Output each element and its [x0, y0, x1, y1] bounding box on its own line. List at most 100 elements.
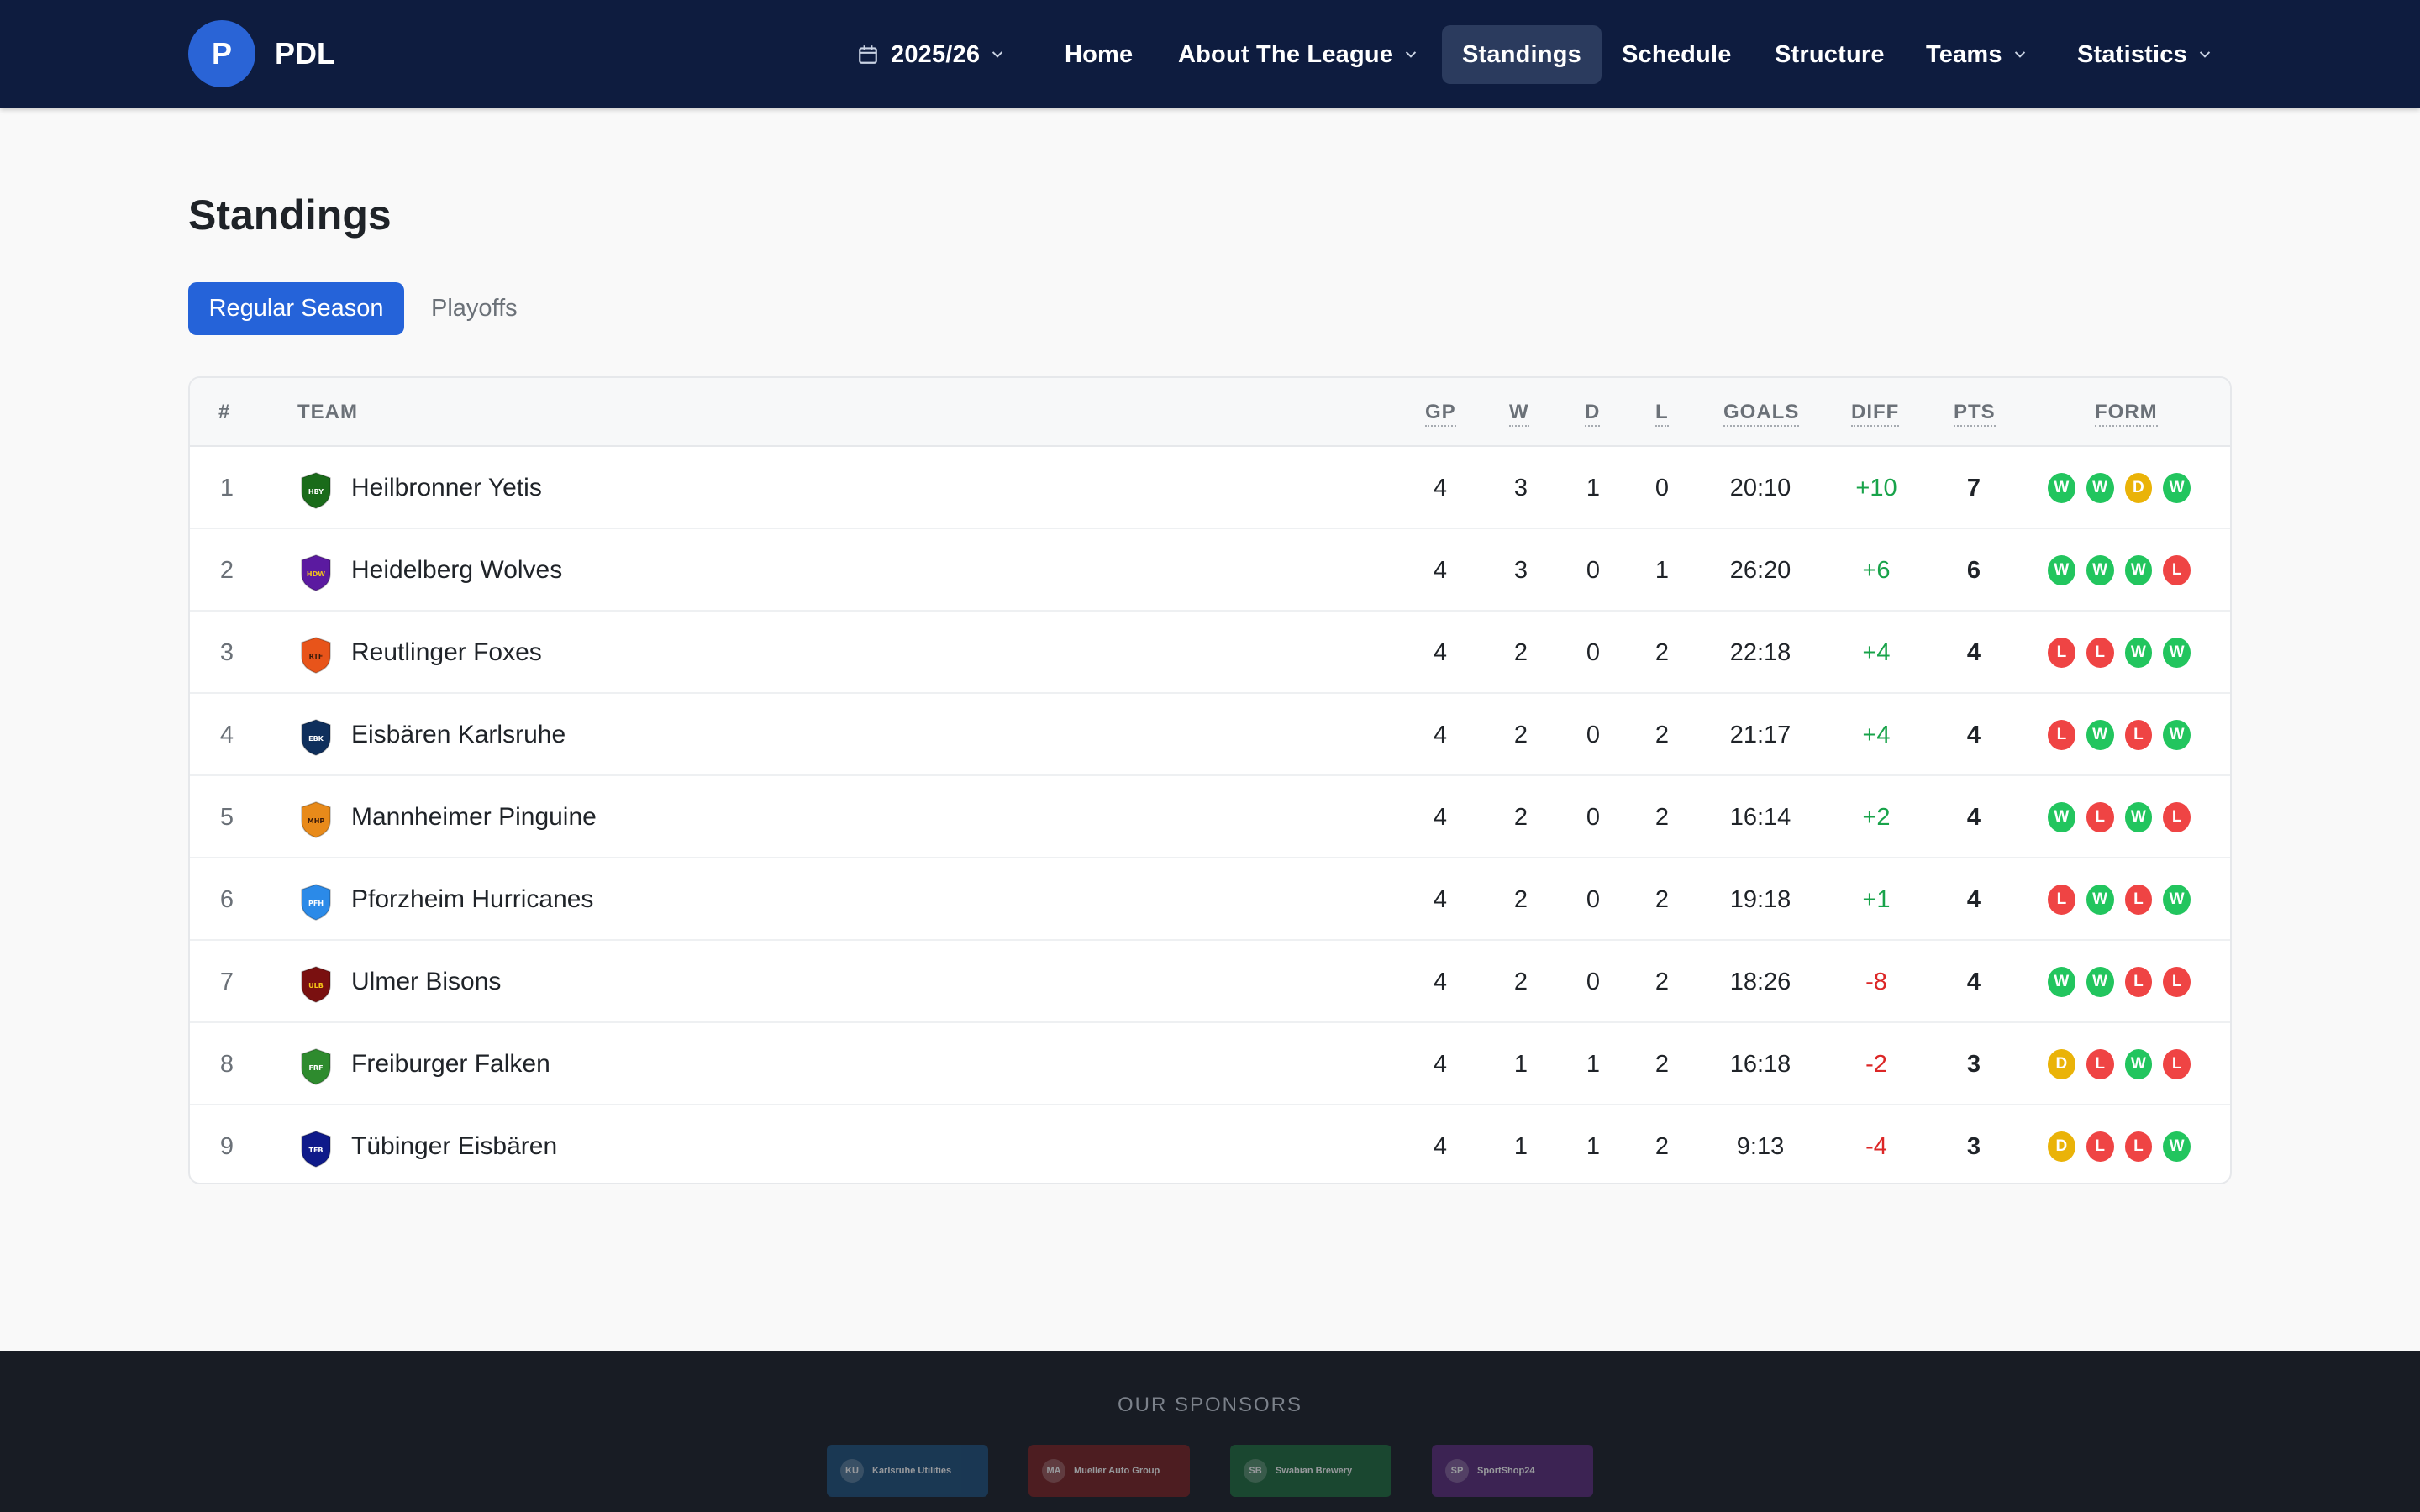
team-crest-abbr: PFH — [308, 900, 324, 907]
table-row[interactable]: 2 HDW Heidelberg Wolves 4 3 0 1 26:20 +6 6 W W W L — [190, 529, 2230, 612]
header-gp[interactable]: GP — [1425, 400, 1456, 427]
team-name[interactable]: Tübinger Eisbären — [351, 1132, 558, 1160]
rank-cell: 1 — [219, 474, 234, 501]
sponsor-logo[interactable]: KU Karlsruhe Utilities — [827, 1445, 988, 1497]
diff-cell: +2 — [1862, 803, 1891, 831]
nav-structure[interactable]: Structure — [1754, 25, 1905, 84]
header-d[interactable]: D — [1585, 400, 1601, 427]
form-badge: W — [2086, 555, 2114, 585]
header-w[interactable]: W — [1509, 400, 1529, 427]
logo-badge[interactable]: P — [188, 20, 255, 87]
w-cell: 2 — [1513, 968, 1528, 995]
w-cell: 3 — [1513, 474, 1528, 501]
form-badge: W — [2048, 473, 2075, 503]
form-badge: L — [2163, 555, 2191, 585]
page-title: Standings — [188, 192, 392, 239]
table-row[interactable]: 6 PFH Pforzheim Hurricanes 4 2 0 2 19:18 +1 4 L W… — [190, 858, 2230, 941]
standings-table: # TEAM GP W D L GOALS DIFF PTS FORM 1 HB… — [188, 376, 2232, 1184]
team-crest-abbr: HBY — [308, 488, 324, 496]
team-name[interactable]: Pforzheim Hurricanes — [351, 885, 594, 913]
goals-cell: 20:10 — [1729, 474, 1791, 501]
nav-standings[interactable]: Standings — [1442, 25, 1602, 84]
l-cell: 2 — [1655, 1132, 1670, 1160]
team-name[interactable]: Eisbären Karlsruhe — [351, 721, 566, 748]
table-row[interactable]: 4 EBK Eisbären Karlsruhe 4 2 0 2 21:17 +4 4 L W L W — [190, 694, 2230, 776]
rank-cell: 8 — [219, 1050, 234, 1078]
w-cell: 1 — [1513, 1132, 1528, 1160]
team-name[interactable]: Heilbronner Yetis — [351, 474, 542, 501]
pts-cell: 7 — [1966, 474, 1981, 501]
form-badge: L — [2086, 638, 2114, 668]
goals-cell: 9:13 — [1736, 1132, 1785, 1160]
diff-cell: -8 — [1865, 968, 1887, 995]
table-row[interactable]: 7 ULB Ulmer Bisons 4 2 0 2 18:26 -8 4 W W L L — [190, 941, 2230, 1023]
team-name[interactable]: Mannheimer Pinguine — [351, 803, 597, 831]
d-cell: 1 — [1586, 1132, 1601, 1160]
season-selector[interactable]: 2025/26 — [837, 25, 1023, 84]
form-badge: L — [2163, 967, 2191, 997]
sponsor-name: Swabian Brewery — [1276, 1466, 1353, 1476]
logo-text[interactable]: PDL — [275, 36, 335, 71]
team-crest-icon: PFH — [301, 884, 331, 921]
form-badge: W — [2163, 885, 2191, 915]
nav-teams[interactable]: Teams — [1906, 25, 2046, 84]
form-badge: W — [2086, 720, 2114, 750]
pts-cell: 4 — [1966, 968, 1981, 995]
form-badge: W — [2048, 802, 2075, 832]
tab-regular-season[interactable]: Regular Season — [188, 282, 404, 335]
header-l[interactable]: L — [1655, 400, 1669, 427]
nav-statistics[interactable]: Statistics — [2057, 25, 2231, 84]
header-pts[interactable]: PTS — [1954, 400, 1996, 427]
team-name[interactable]: Ulmer Bisons — [351, 968, 502, 995]
tab-playoffs[interactable]: Playoffs — [431, 295, 518, 322]
nav-home[interactable]: Home — [1044, 25, 1153, 84]
nav-home-label: Home — [1065, 40, 1134, 68]
form-badge: W — [2048, 967, 2075, 997]
sponsor-name: SportShop24 — [1477, 1466, 1535, 1476]
nav-about-the-league[interactable]: About The League — [1158, 25, 1437, 84]
table-row[interactable]: 3 RTF Reutlinger Foxes 4 2 0 2 22:18 +4 4 L L W W — [190, 612, 2230, 694]
diff-cell: +10 — [1855, 474, 1897, 501]
header-goals[interactable]: GOALS — [1723, 400, 1800, 427]
team-crest-icon: TEB — [301, 1131, 331, 1168]
table-row[interactable]: 8 FRF Freiburger Falken 4 1 1 2 16:18 -2 3 D L W L — [190, 1023, 2230, 1105]
team-name[interactable]: Freiburger Falken — [351, 1050, 550, 1078]
chevron-down-icon — [1405, 49, 1417, 60]
pts-cell: 4 — [1966, 803, 1981, 831]
sponsor-logo[interactable]: SB Swabian Brewery — [1230, 1445, 1392, 1497]
form-badge: W — [2124, 555, 2153, 585]
table-row[interactable]: 9 TEB Tübinger Eisbären 4 1 1 2 9:13 -4 3 D L L W — [190, 1105, 2230, 1183]
team-name[interactable]: Reutlinger Foxes — [351, 638, 542, 666]
d-cell: 0 — [1586, 638, 1601, 666]
pts-cell: 6 — [1966, 556, 1981, 584]
season-label: 2025/26 — [891, 40, 981, 68]
diff-cell: +4 — [1862, 721, 1891, 748]
w-cell: 2 — [1513, 721, 1528, 748]
goals-cell: 18:26 — [1729, 968, 1791, 995]
table-row[interactable]: 5 MHP Mannheimer Pinguine 4 2 0 2 16:14 +2 4 W L W… — [190, 776, 2230, 858]
table-row[interactable]: 1 HBY Heilbronner Yetis 4 3 1 0 20:10 +10 7 W W D W — [190, 447, 2230, 529]
form-badge: W — [2086, 967, 2114, 997]
rank-cell: 6 — [219, 885, 234, 913]
team-crest-icon: FRF — [301, 1048, 331, 1085]
nav-schedule[interactable]: Schedule — [1602, 25, 1752, 84]
team-crest-icon: MHP — [301, 801, 331, 838]
header-diff[interactable]: DIFF — [1851, 400, 1900, 427]
header-form[interactable]: FORM — [2095, 400, 2158, 427]
team-crest-abbr: FRF — [308, 1064, 323, 1072]
team-name[interactable]: Heidelberg Wolves — [351, 556, 563, 584]
sponsor-logo[interactable]: MA Mueller Auto Group — [1028, 1445, 1190, 1497]
sponsor-logo[interactable]: SP SportShop24 — [1432, 1445, 1593, 1497]
form-badge: W — [2086, 473, 2114, 503]
diff-cell: +4 — [1862, 638, 1891, 666]
sponsors-title: OUR SPONSORS — [1117, 1394, 1303, 1416]
d-cell: 1 — [1586, 474, 1601, 501]
form-badge: D — [2048, 1131, 2075, 1162]
form-badge: L — [2086, 1049, 2114, 1079]
